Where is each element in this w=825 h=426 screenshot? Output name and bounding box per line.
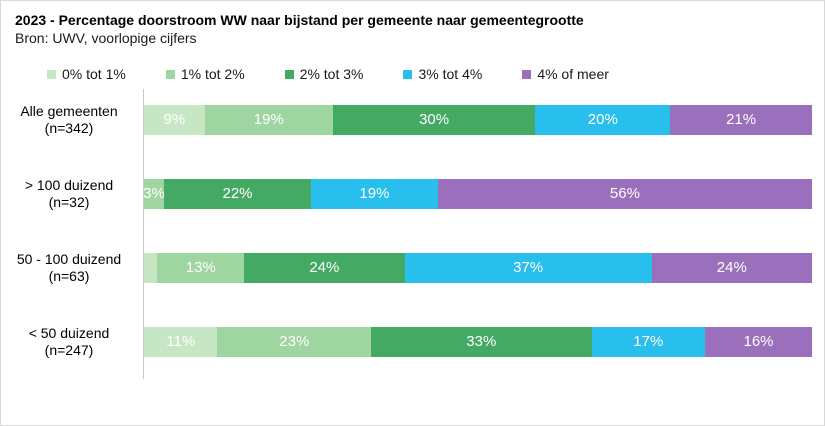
segment-value-label: 33% xyxy=(466,333,497,350)
segment-value-label: 20% xyxy=(587,111,618,128)
segment-value-label: 22% xyxy=(222,185,253,202)
segment-value-label: 24% xyxy=(309,259,340,276)
bar-segment: 3% xyxy=(144,179,165,209)
category-label-line: > 100 duizend xyxy=(24,177,114,193)
legend-swatch-icon xyxy=(522,69,532,79)
bar-segment: 20% xyxy=(535,105,671,135)
bar-segment: 11% xyxy=(144,327,218,357)
segment-value-label: 37% xyxy=(513,259,544,276)
segment-value-label: 30% xyxy=(419,111,450,128)
plot-area: 9% 19% 30% 20% 21% 3% 22% 19% 56% 13% 24% 37% 24% 11%… xyxy=(143,89,812,379)
segment-value-label: 19% xyxy=(359,185,390,202)
segment-value-label: 17% xyxy=(633,333,664,350)
bar-segment: 19% xyxy=(204,105,333,135)
category-label: 50 - 100 duizend (n=63) xyxy=(1,251,143,284)
segment-value-label: 56% xyxy=(609,185,640,202)
bar-segment: 33% xyxy=(371,327,592,357)
bar-segment: 21% xyxy=(670,105,812,135)
bar-segment: 30% xyxy=(332,105,536,135)
segment-value-label: 21% xyxy=(726,111,757,128)
legend-swatch-icon xyxy=(47,69,56,79)
legend-swatch-icon xyxy=(284,69,294,79)
bar-segment: 19% xyxy=(310,179,438,209)
chart-title: 2023 - Percentage doorstroom WW naar bij… xyxy=(15,12,584,28)
category-label-line: (n=32) xyxy=(48,194,90,210)
legend-label: 3% tot 4% xyxy=(418,66,483,82)
category-label: < 50 duizend (n=247) xyxy=(1,325,143,358)
segment-value-label: 19% xyxy=(253,111,284,128)
chart-source-note: Bron: UWV, voorlopige cijfers xyxy=(15,30,197,46)
category-label-line: 50 - 100 duizend xyxy=(16,251,122,267)
segment-value-label: 13% xyxy=(185,259,216,276)
segment-value-label: 3% xyxy=(144,185,165,202)
bar-segment xyxy=(144,253,158,283)
legend-swatch-icon xyxy=(165,69,175,79)
segment-value-label: 11% xyxy=(166,333,196,350)
bar-segment: 56% xyxy=(437,179,812,209)
legend-item: 4% of meer xyxy=(522,65,609,83)
legend-label: 2% tot 3% xyxy=(299,66,364,82)
category-label-line: Alle gemeenten xyxy=(20,103,118,119)
bar-row: 11% 23% 33% 17% 16% xyxy=(144,327,812,357)
stacked-bar-chart: Alle gemeenten (n=342) > 100 duizend (n=32)… xyxy=(1,89,824,379)
segment-value-label: 9% xyxy=(163,111,186,128)
legend-item: 3% tot 4% xyxy=(403,65,482,83)
category-label-line: (n=63) xyxy=(48,268,90,284)
segment-value-label: 23% xyxy=(279,333,310,350)
category-labels-column: Alle gemeenten (n=342) > 100 duizend (n=32)… xyxy=(1,89,143,379)
bar-segment: 16% xyxy=(705,327,812,357)
legend-item: 0% tot 1% xyxy=(47,65,126,83)
category-label-line: (n=247) xyxy=(44,342,94,358)
category-label-line: (n=342) xyxy=(44,120,94,136)
bar-segment: 23% xyxy=(217,327,372,357)
legend-label: 0% tot 1% xyxy=(62,66,126,82)
bar-segment: 22% xyxy=(164,179,311,209)
legend-item: 2% tot 3% xyxy=(284,65,364,83)
category-label-line: < 50 duizend xyxy=(28,325,110,341)
category-label: > 100 duizend (n=32) xyxy=(1,177,143,210)
bar-row: 9% 19% 30% 20% 21% xyxy=(144,105,812,135)
category-label: Alle gemeenten (n=342) xyxy=(1,103,143,136)
bar-segment: 9% xyxy=(144,105,205,135)
bar-segment: 37% xyxy=(404,253,652,283)
segment-value-label: 24% xyxy=(716,259,747,276)
bar-row: 13% 24% 37% 24% xyxy=(144,253,812,283)
legend: 0% tot 1% 1% tot 2% 2% tot 3% 3% tot 4% 4% o… xyxy=(47,65,824,83)
legend-item: 1% tot 2% xyxy=(165,65,245,83)
bar-segment: 24% xyxy=(244,253,405,283)
legend-label: 1% tot 2% xyxy=(180,66,245,82)
bar-row: 3% 22% 19% 56% xyxy=(144,179,812,209)
legend-swatch-icon xyxy=(403,69,413,79)
segment-value-label: 16% xyxy=(743,333,774,350)
bar-segment: 13% xyxy=(157,253,245,283)
legend-label: 4% of meer xyxy=(537,66,609,82)
bar-segment: 17% xyxy=(591,327,706,357)
bar-segment: 24% xyxy=(651,253,812,283)
